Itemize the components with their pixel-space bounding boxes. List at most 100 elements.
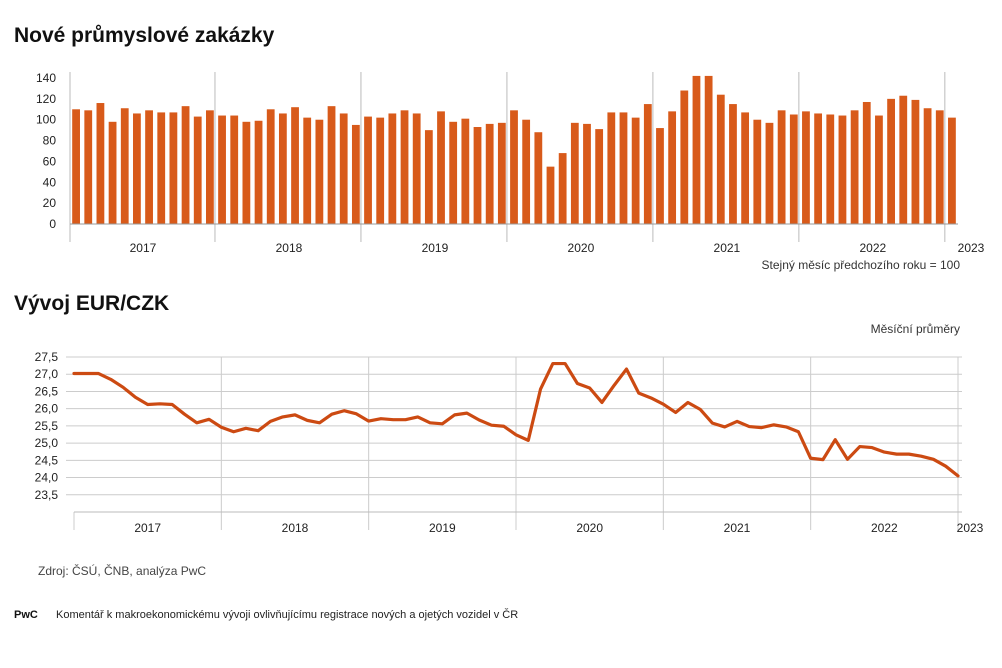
bar (729, 104, 737, 224)
bar (315, 119, 324, 224)
bar (668, 111, 677, 224)
bar (850, 110, 859, 224)
bar (948, 117, 956, 224)
y-tick-label: 25,0 (35, 436, 59, 450)
x-tick-label: 2018 (276, 241, 303, 255)
bar (145, 110, 153, 224)
y-tick-label: 120 (36, 92, 56, 106)
y-tick-label: 26,0 (35, 402, 59, 416)
x-tick-label: 2020 (568, 241, 595, 255)
bar (278, 113, 287, 224)
y-tick-label: 27,5 (35, 350, 59, 364)
x-tick-label: 2020 (576, 521, 603, 535)
bar (741, 112, 750, 224)
bar (266, 109, 275, 224)
x-tick-label: 2022 (859, 241, 886, 255)
y-tick-label: 24,5 (35, 453, 59, 467)
bar (510, 110, 518, 224)
fx-chart-title: Vývoj EUR/CZK (14, 292, 170, 315)
y-tick-label: 24,0 (35, 471, 59, 485)
x-tick-label: 2019 (429, 521, 456, 535)
bar (218, 115, 226, 224)
bar (72, 109, 80, 224)
bar (607, 112, 616, 224)
bar (376, 117, 385, 224)
bar (619, 112, 628, 224)
bar (485, 123, 494, 224)
bar (789, 114, 798, 224)
bar (570, 122, 579, 224)
bar (558, 153, 567, 224)
bar (935, 110, 944, 224)
bar (84, 110, 93, 224)
bar (497, 122, 506, 224)
y-tick-label: 25,5 (35, 419, 59, 433)
bar (753, 119, 762, 224)
bar (364, 116, 372, 224)
bar (923, 108, 932, 224)
x-tick-label: 2021 (714, 241, 741, 255)
x-tick-label: 2021 (724, 521, 751, 535)
bar (862, 101, 871, 224)
bar (802, 111, 810, 224)
bar (133, 113, 141, 224)
bar (388, 113, 397, 224)
bar (643, 104, 652, 224)
bar (254, 120, 263, 224)
bar (777, 110, 786, 224)
bar (206, 110, 214, 224)
orders-chart-note: Stejný měsíc předchozího roku = 100 (761, 258, 960, 272)
footer-text: Komentář k makroekonomickému vývoji ovli… (56, 609, 519, 621)
bar (412, 113, 421, 224)
bar (656, 128, 664, 224)
bar (583, 123, 591, 224)
bar (181, 106, 190, 224)
x-tick-label: 2017 (130, 241, 157, 255)
bar (96, 103, 105, 224)
bar (826, 114, 835, 224)
bar (291, 107, 299, 224)
source-note: Zdroj: ČSÚ, ČNB, analýza PwC (38, 564, 207, 578)
bar (473, 127, 482, 224)
bar (339, 113, 348, 224)
y-tick-label: 27,0 (35, 367, 59, 381)
bar (838, 115, 847, 224)
bar (631, 117, 640, 224)
eur-czk-series-line (72, 361, 960, 478)
y-tick-label: 20 (43, 196, 57, 210)
x-tick-label: 2018 (282, 521, 309, 535)
bar (522, 119, 531, 224)
y-tick-label: 140 (36, 71, 56, 85)
bar (351, 124, 360, 224)
y-tick-label: 26,5 (35, 384, 59, 398)
bar (400, 110, 409, 224)
bar (461, 118, 470, 224)
bar (704, 75, 713, 224)
bar (242, 121, 251, 224)
fx-chart-note: Měsíční průměry (870, 322, 960, 336)
bar (692, 75, 701, 224)
x-tick-label: 2023 (957, 521, 984, 535)
bar (157, 112, 166, 224)
bar (899, 95, 908, 224)
x-tick-label: 2019 (422, 241, 449, 255)
bar (303, 117, 312, 224)
bar (887, 98, 895, 224)
y-tick-label: 40 (43, 175, 57, 189)
bar (595, 129, 604, 224)
bar (875, 115, 883, 224)
bar (449, 121, 458, 224)
x-tick-label: 2017 (134, 521, 161, 535)
y-tick-label: 23,5 (35, 488, 59, 502)
bar (424, 130, 433, 224)
bar (765, 122, 774, 224)
y-tick-label: 0 (49, 217, 56, 231)
bar (911, 99, 920, 224)
bar (230, 115, 239, 224)
bar (534, 132, 543, 224)
bar (716, 94, 725, 224)
bar (108, 121, 117, 224)
orders-chart-title: Nové průmyslové zakázky (14, 24, 275, 47)
